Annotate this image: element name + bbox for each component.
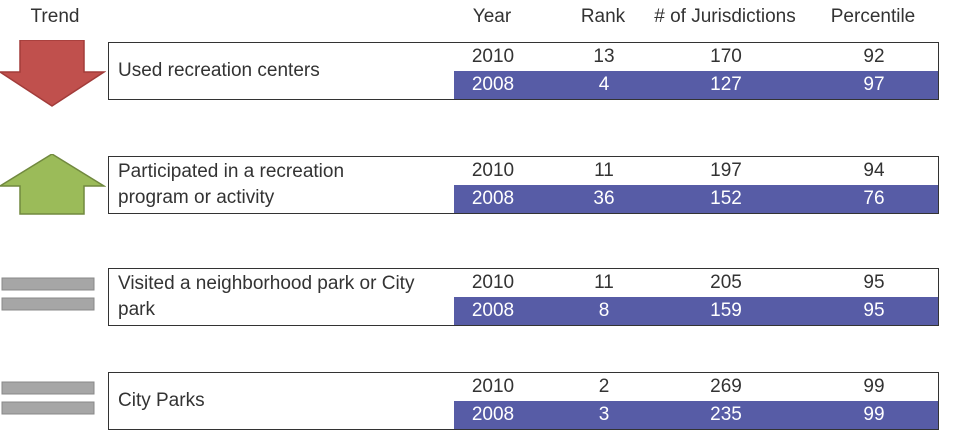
trend-icon	[1, 277, 95, 311]
cell: 2010	[471, 272, 515, 293]
data-row: 2010 2 269 99	[454, 373, 938, 401]
cell: 235	[710, 404, 742, 425]
cell: 2008	[471, 188, 515, 209]
cell: 95	[863, 300, 885, 321]
cell: 197	[710, 160, 742, 181]
metric-group: Used recreation centers 2010 13 170 92 2008 4 1…	[108, 42, 939, 100]
cell: 94	[863, 160, 885, 181]
data-row: 2010 11 205 95	[454, 269, 938, 297]
cell: 99	[863, 376, 885, 397]
cell: 92	[863, 46, 885, 67]
cell: 205	[710, 272, 742, 293]
cell: 152	[710, 188, 742, 209]
column-header: Trend	[30, 6, 80, 27]
cell: 4	[598, 74, 610, 95]
cell: 97	[863, 74, 885, 95]
cell: 3	[598, 404, 610, 425]
trend-icon	[1, 381, 95, 415]
cell: 99	[863, 404, 885, 425]
metric-group: City Parks 2010 2 269 99 2008 3 235 99	[108, 372, 939, 430]
metric-label: Visited a neighborhood park or City park	[118, 273, 415, 320]
data-row: 2010 13 170 92	[454, 43, 938, 71]
data-row: 2010 11 197 94	[454, 157, 938, 185]
column-header: Rank	[580, 6, 626, 27]
cell: 170	[710, 46, 742, 67]
trend-icon	[0, 40, 106, 107]
cell: 2010	[471, 376, 515, 397]
metric-group: Visited a neighborhood park or City park…	[108, 268, 939, 326]
cell: 11	[594, 160, 614, 181]
cell: 2010	[471, 46, 515, 67]
cell: 159	[710, 300, 742, 321]
metric-group: Participated in a recreation program or …	[108, 156, 939, 214]
cell: 269	[710, 376, 742, 397]
cell: 2	[598, 376, 610, 397]
column-header: # of Jurisdictions	[654, 6, 796, 27]
data-row: 2008 8 159 95	[454, 297, 938, 325]
cell: 76	[863, 188, 885, 209]
data-row: 2008 36 152 76	[454, 185, 938, 213]
cell: 36	[593, 188, 615, 209]
cell: 95	[863, 272, 885, 293]
cell: 2010	[471, 160, 515, 181]
trend-icon	[0, 154, 106, 215]
cell: 11	[594, 272, 614, 293]
column-header: Percentile	[830, 6, 916, 27]
metric-label: City Parks	[118, 390, 205, 411]
data-row: 2008 4 127 97	[454, 71, 938, 99]
data-row: 2008 3 235 99	[454, 401, 938, 429]
cell: 8	[598, 300, 610, 321]
cell: 2008	[471, 74, 515, 95]
cell: 13	[593, 46, 615, 67]
metric-label: Used recreation centers	[118, 60, 320, 81]
cell: 127	[710, 74, 742, 95]
column-header: Year	[472, 6, 512, 27]
cell: 2008	[471, 404, 515, 425]
cell: 2008	[471, 300, 515, 321]
metric-label: Participated in a recreation program or …	[118, 161, 345, 208]
